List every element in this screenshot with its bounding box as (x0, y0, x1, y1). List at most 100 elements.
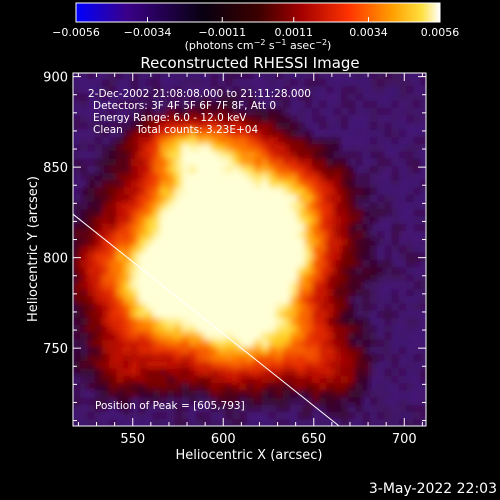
heatmap-cell (275, 158, 284, 166)
heatmap-cell (217, 259, 226, 268)
heatmap-cell (304, 172, 313, 181)
heatmap-cell (138, 375, 146, 384)
heatmap-cell (312, 73, 320, 79)
heatmap-cell (420, 310, 426, 318)
heatmap-cell (355, 281, 364, 289)
heatmap-cell (340, 295, 349, 304)
heatmap-cell (123, 237, 132, 246)
heatmap-cell (109, 208, 117, 217)
heatmap-cell (203, 201, 212, 210)
heatmap-cell (152, 266, 161, 275)
heatmap-cell (362, 158, 371, 166)
heatmap-cell (196, 368, 204, 376)
heatmap-cell (246, 317, 255, 326)
heatmap-cell (145, 411, 154, 420)
heatmap-cell (181, 165, 190, 174)
heatmap-cell (116, 114, 125, 123)
heatmap-cell (355, 346, 364, 355)
heatmap-cell (290, 418, 298, 426)
heatmap-cell (290, 389, 298, 398)
heatmap-cell (80, 143, 88, 152)
heatmap-cell (406, 129, 414, 137)
heatmap-cell (174, 73, 183, 79)
heatmap-cell (181, 368, 190, 376)
heatmap-cell (391, 245, 400, 253)
heatmap-cell (232, 368, 241, 376)
heatmap-cell (138, 317, 146, 326)
heatmap-cell (283, 404, 291, 413)
heatmap-cell (261, 375, 270, 384)
heatmap-cell (80, 368, 88, 376)
heatmap-cell (102, 179, 110, 188)
heatmap-cell (203, 324, 212, 333)
heatmap-cell (196, 216, 204, 224)
heatmap-cell (167, 252, 175, 260)
heatmap-cell (340, 375, 349, 384)
heatmap-cell (145, 245, 154, 253)
heatmap-cell (297, 353, 306, 362)
heatmap-cell (297, 165, 306, 174)
heatmap-cell (232, 121, 241, 130)
heatmap-cell (196, 78, 204, 87)
heatmap-cell (159, 136, 168, 145)
heatmap-cell (152, 78, 161, 87)
heatmap-cell (87, 107, 96, 116)
heatmap-cell (413, 404, 422, 413)
heatmap-cell (225, 85, 233, 94)
heatmap-cell (123, 360, 132, 369)
heatmap-cell (239, 78, 248, 87)
heatmap-cell (80, 92, 88, 101)
heatmap-cell (167, 114, 175, 123)
heatmap-cell (73, 143, 81, 152)
heatmap-cell (130, 346, 139, 355)
heatmap-cell (319, 165, 327, 174)
heatmap-cell (377, 85, 385, 94)
heatmap-cell (239, 100, 248, 108)
heatmap-cell (319, 143, 327, 152)
heatmap-cell (232, 252, 241, 260)
heatmap-cell (369, 165, 378, 174)
heatmap-cell (73, 121, 81, 130)
heatmap-cell (319, 208, 327, 217)
heatmap-cell (159, 302, 168, 311)
heatmap-cell (109, 252, 117, 260)
heatmap-cell (268, 281, 277, 289)
heatmap-cell (210, 295, 219, 304)
heatmap-cell (355, 143, 364, 152)
heatmap-cell (80, 310, 88, 318)
heatmap-cell (283, 172, 291, 181)
heatmap-cell (340, 150, 349, 159)
heatmap-cell (80, 208, 88, 217)
heatmap-cell (348, 375, 356, 384)
heatmap-cell (94, 389, 103, 398)
heatmap-cell (391, 339, 400, 347)
heatmap-cell (384, 237, 393, 246)
heatmap-cell (87, 259, 96, 268)
heatmap-cell (196, 273, 204, 282)
heatmap-cell (369, 150, 378, 159)
heatmap-cell (80, 179, 88, 188)
heatmap-cell (340, 302, 349, 311)
heatmap-cell (275, 230, 284, 239)
heatmap-cell (232, 310, 241, 318)
heatmap-cell (297, 266, 306, 275)
heatmap-cell (355, 382, 364, 391)
heatmap-cell (275, 187, 284, 195)
heatmap-cell (123, 78, 132, 87)
heatmap-cell (362, 288, 371, 297)
heatmap-cell (87, 92, 96, 101)
heatmap-cell (167, 150, 175, 159)
heatmap-cell (369, 187, 378, 195)
heatmap-cell (232, 150, 241, 159)
heatmap-cell (340, 411, 349, 420)
heatmap-cell (217, 107, 226, 116)
heatmap-cell (239, 273, 248, 282)
heatmap-cell (283, 368, 291, 376)
heatmap-cell (413, 302, 422, 311)
heatmap-cell (239, 165, 248, 174)
heatmap-cell (254, 302, 262, 311)
heatmap-cell (217, 324, 226, 333)
heatmap-cell (167, 223, 175, 232)
heatmap-cell (109, 165, 117, 174)
heatmap-cell (413, 100, 422, 108)
